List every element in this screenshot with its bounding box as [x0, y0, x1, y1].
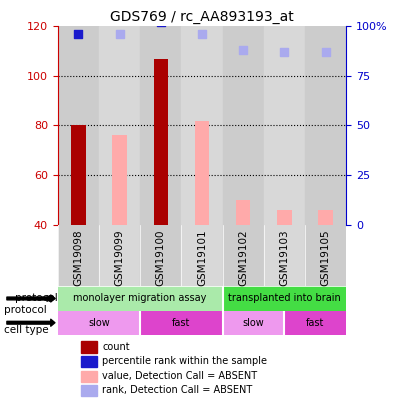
Bar — [140, 225, 181, 286]
Bar — [305, 225, 346, 286]
Bar — [154, 59, 168, 225]
FancyBboxPatch shape — [222, 311, 285, 335]
Text: GSM19100: GSM19100 — [156, 230, 166, 286]
Text: GSM19103: GSM19103 — [279, 230, 289, 286]
Point — [322, 49, 329, 55]
Bar — [71, 126, 86, 225]
Bar — [318, 210, 333, 225]
Bar — [264, 26, 305, 225]
Text: transplanted into brain: transplanted into brain — [228, 294, 341, 303]
Text: protocol: protocol — [15, 294, 58, 303]
Bar — [81, 356, 97, 367]
Bar — [81, 341, 97, 353]
Bar — [264, 225, 305, 286]
Text: percentile rank within the sample: percentile rank within the sample — [102, 356, 267, 366]
Text: GSM19099: GSM19099 — [115, 230, 125, 286]
FancyBboxPatch shape — [140, 311, 222, 335]
Text: value, Detection Call = ABSENT: value, Detection Call = ABSENT — [102, 371, 258, 381]
FancyBboxPatch shape — [58, 311, 140, 335]
Bar — [99, 26, 140, 225]
Bar — [236, 200, 250, 225]
Text: cell type: cell type — [4, 325, 49, 335]
Bar — [140, 26, 181, 225]
Bar — [112, 135, 127, 225]
Text: monolayer migration assay: monolayer migration assay — [74, 294, 207, 303]
Bar — [81, 371, 97, 382]
Bar — [99, 225, 140, 286]
Text: fast: fast — [306, 318, 324, 328]
Bar — [222, 225, 264, 286]
Bar — [181, 225, 222, 286]
Bar — [58, 26, 99, 225]
Point — [199, 31, 205, 38]
Bar — [305, 26, 346, 225]
Text: GSM19098: GSM19098 — [73, 230, 83, 286]
Text: slow: slow — [243, 318, 264, 328]
Text: rank, Detection Call = ABSENT: rank, Detection Call = ABSENT — [102, 386, 253, 395]
Point — [116, 31, 123, 38]
Point — [75, 31, 82, 38]
Point — [240, 47, 246, 53]
Bar — [181, 26, 222, 225]
Bar — [195, 121, 209, 225]
Title: GDS769 / rc_AA893193_at: GDS769 / rc_AA893193_at — [110, 10, 294, 24]
Text: fast: fast — [172, 318, 191, 328]
FancyBboxPatch shape — [222, 287, 346, 310]
Bar — [81, 385, 97, 396]
FancyBboxPatch shape — [58, 287, 222, 310]
Bar — [277, 210, 292, 225]
Bar — [222, 26, 264, 225]
Text: protocol: protocol — [4, 305, 47, 315]
Text: GSM19102: GSM19102 — [238, 230, 248, 286]
Text: GSM19105: GSM19105 — [321, 230, 331, 286]
FancyBboxPatch shape — [285, 311, 346, 335]
Text: slow: slow — [88, 318, 110, 328]
Text: count: count — [102, 342, 130, 352]
Text: GSM19101: GSM19101 — [197, 230, 207, 286]
Point — [281, 49, 288, 55]
Point — [158, 19, 164, 26]
Bar — [58, 225, 99, 286]
